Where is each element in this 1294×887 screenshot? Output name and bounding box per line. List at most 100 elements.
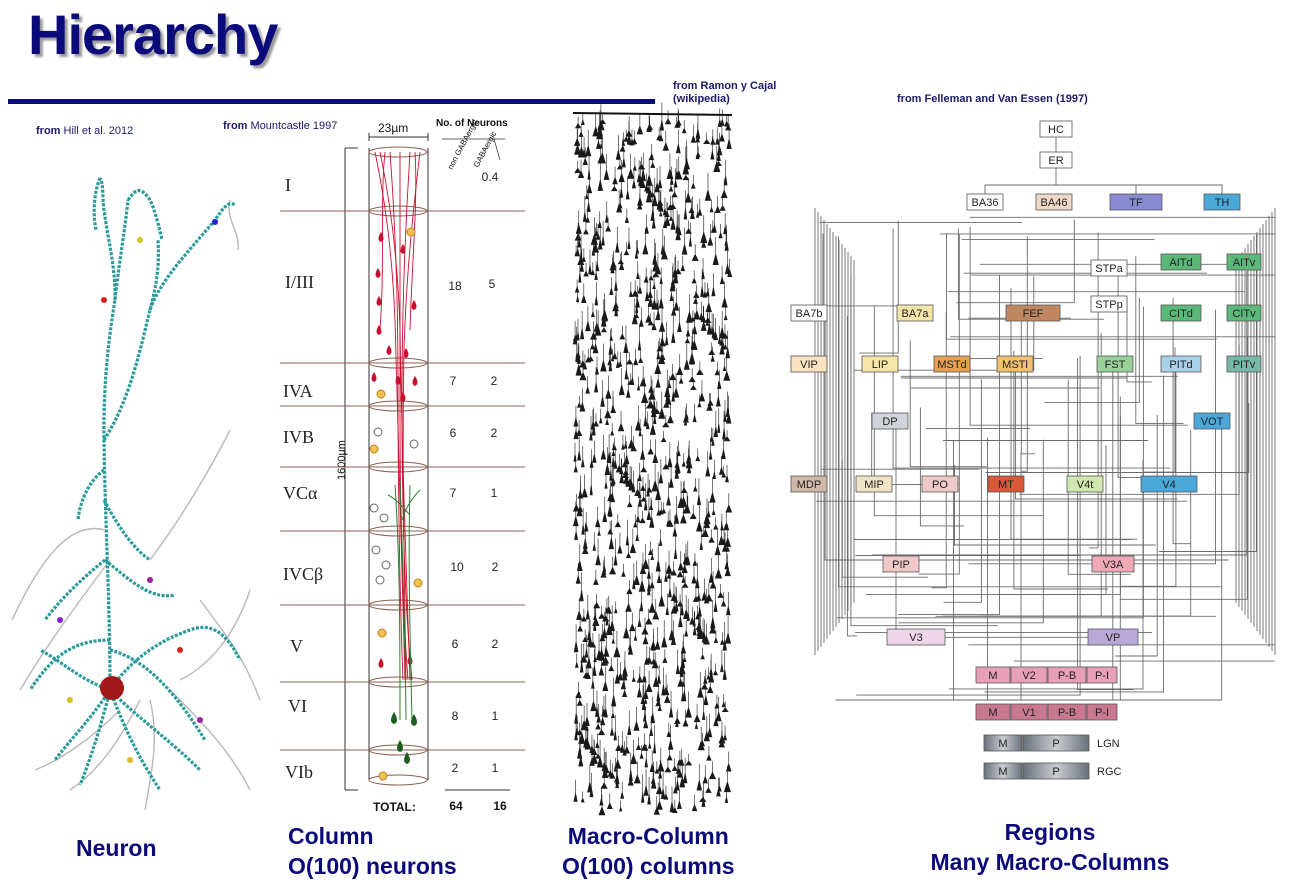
cajal-cell	[655, 543, 661, 572]
cajal-cell	[580, 111, 585, 126]
cajal-cell	[723, 337, 728, 350]
cajal-cell	[605, 595, 613, 614]
cajal-cell	[684, 621, 689, 637]
cajal-cell	[701, 578, 708, 601]
count-gaba-5: 2	[492, 560, 499, 574]
cajal-cell	[585, 376, 590, 394]
cajal-cell	[578, 741, 584, 767]
cajal-cell	[639, 365, 647, 387]
cajal-cell	[585, 594, 590, 620]
cajal-cell	[691, 270, 697, 284]
cajal-cell	[702, 697, 706, 720]
region-box-vp	[1087, 628, 1139, 646]
cajal-cell	[645, 670, 653, 692]
cajal-cell	[634, 478, 641, 497]
cajal-cell	[685, 177, 692, 203]
cajal-cell	[643, 768, 649, 796]
cajal-cell	[585, 306, 591, 332]
cajal-cell	[691, 794, 698, 812]
cajal-cell	[575, 346, 582, 376]
cajal-cell	[615, 351, 620, 368]
region-connection	[841, 459, 929, 578]
region-label-po: PO	[932, 479, 948, 491]
cajal-cell	[595, 356, 599, 375]
cajal-cell	[658, 528, 663, 546]
cajal-cell	[695, 562, 700, 589]
cajal-cell	[700, 647, 705, 660]
cajal-cell	[642, 544, 650, 570]
cajal-cell	[692, 403, 697, 423]
cajal-cell	[574, 279, 580, 293]
cajal-cell	[724, 523, 732, 547]
cajal-cell	[682, 709, 689, 727]
cajal-cell	[574, 160, 582, 174]
cajal-cell	[594, 310, 602, 336]
cajal-cell	[646, 497, 652, 521]
cajal-cell	[636, 261, 640, 280]
cajal-cell	[635, 285, 640, 308]
regions-source: from Felleman and Van Essen (1997)	[897, 93, 1088, 105]
cajal-cell	[693, 478, 698, 492]
cajal-cell	[635, 522, 639, 542]
cajal-cell	[673, 254, 679, 284]
count-gaba-7: 1	[492, 709, 499, 723]
cajal-cell	[627, 227, 631, 250]
cajal-cell	[706, 745, 712, 761]
region-box-tf	[1109, 193, 1163, 211]
count-non-1: 18	[448, 279, 462, 293]
region-connection	[873, 305, 1043, 517]
cajal-cell	[658, 306, 666, 332]
cajal-cell	[614, 514, 621, 528]
cajal-cell	[648, 144, 655, 161]
cajal-cell	[603, 154, 610, 180]
cajal-cell	[635, 505, 641, 523]
neuron-illustration	[11, 177, 261, 811]
cajal-cell	[677, 481, 685, 508]
region-connection	[1019, 344, 1240, 495]
region-connection	[977, 430, 1192, 617]
cajal-cell	[648, 587, 656, 613]
cajal-cell	[593, 367, 599, 393]
cajal-cell	[599, 408, 603, 424]
cajal-cell	[595, 224, 601, 240]
cajal-cell	[599, 786, 604, 806]
column-illustration: 23µm 1600µm	[280, 118, 525, 791]
cajal-cell	[597, 104, 605, 131]
region-label-pb: P-B	[1058, 670, 1076, 682]
cajal-cell	[598, 794, 606, 816]
cajal-cell	[592, 648, 597, 676]
cajal-cell	[657, 664, 661, 684]
cajal-cell	[607, 759, 613, 777]
cajal-cell	[597, 211, 602, 228]
cajal-cell	[650, 397, 657, 418]
cajal-cell	[658, 578, 665, 607]
cajal-cell	[609, 716, 615, 736]
cajal-cell	[643, 676, 649, 699]
cajal-cell	[578, 124, 584, 137]
cajal-cell	[651, 204, 656, 229]
cajal-cell	[700, 215, 708, 243]
cajal-cell	[677, 306, 682, 333]
cajal-cell	[660, 430, 667, 443]
cajal-cell	[691, 244, 699, 261]
cajal-cell	[713, 145, 721, 173]
cajal-cell	[580, 608, 587, 622]
region-label-er: ER	[1048, 155, 1063, 167]
caption-neuron: Neuron	[76, 835, 157, 861]
cajal-cell	[628, 752, 633, 781]
cajal-cell	[631, 130, 638, 145]
cajal-cell	[601, 751, 609, 779]
region-label-pi: P-I	[1095, 707, 1109, 719]
cajal-cell	[676, 441, 681, 457]
cajal-cell	[597, 144, 604, 164]
cajal-cell	[629, 528, 636, 553]
region-connection	[850, 274, 998, 627]
cajal-cell	[580, 643, 588, 663]
cajal-cell	[725, 616, 732, 644]
cajal-cell	[680, 681, 685, 702]
cajal-cell	[602, 299, 608, 322]
cajal-cell	[641, 664, 647, 683]
cajal-cell	[583, 262, 589, 277]
cajal-cell	[674, 453, 680, 468]
layer-label-0: I	[285, 175, 291, 195]
